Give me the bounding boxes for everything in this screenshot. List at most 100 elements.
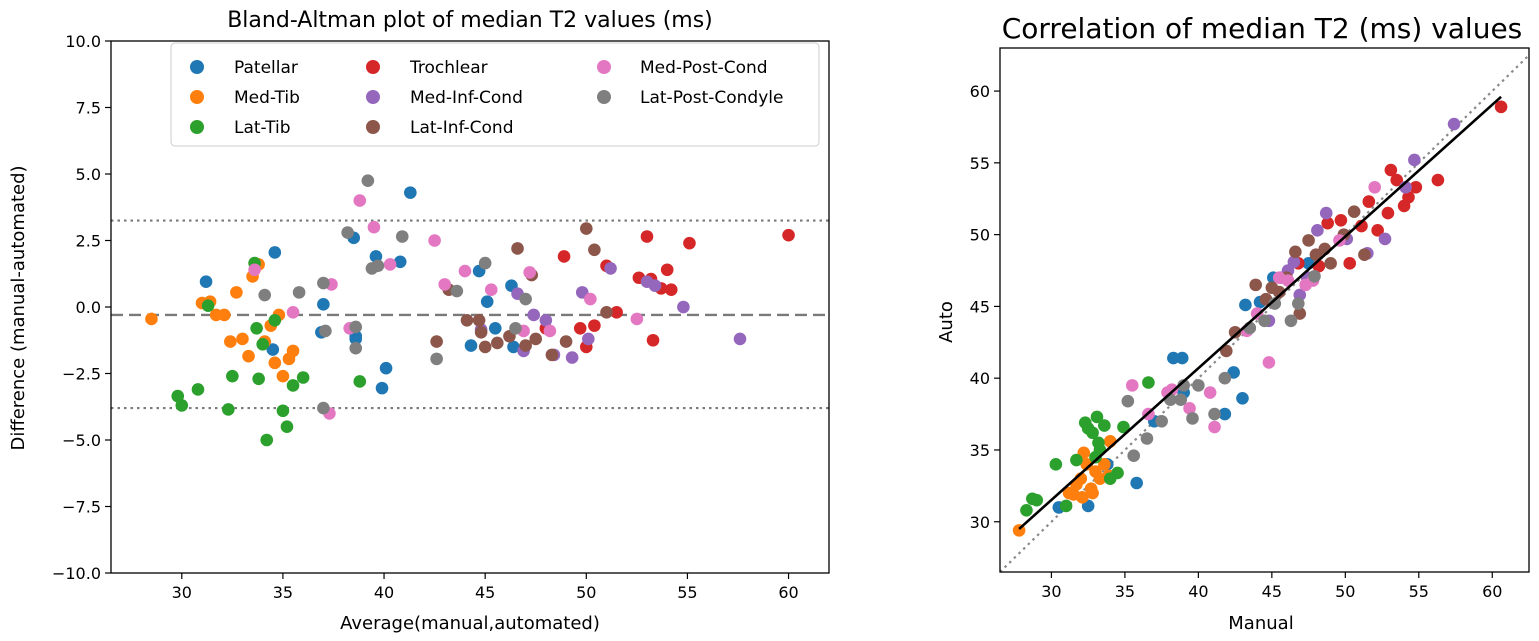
point-lat-post-condyle (371, 259, 385, 273)
point-lat-tib (1089, 450, 1102, 464)
point-patellar (1218, 407, 1232, 421)
point-lat-post-condyle (1192, 379, 1205, 392)
y-tick-label: 5.0 (76, 165, 101, 184)
point-lat-post-condyle (1208, 407, 1221, 421)
point-trochlear (660, 263, 674, 277)
point-med-post-cond (523, 266, 536, 279)
bland-altman-axes-frame (110, 40, 830, 574)
point-patellar (317, 298, 330, 311)
point-lat-tib (191, 383, 205, 396)
point-med-inf-cond (1408, 153, 1421, 167)
point-lat-post-condyle (317, 401, 330, 415)
x-tick-label: 50 (576, 583, 596, 602)
point-trochlear (1334, 213, 1348, 227)
point-med-post-cond (438, 278, 452, 291)
point-lat-tib (1086, 426, 1099, 440)
point-trochlear (664, 283, 678, 297)
bland-altman-x-ticks: 30 35 40 45 50 55 60 (172, 573, 799, 602)
point-med-post-cond (286, 306, 300, 319)
point-lat-inf-cond (1358, 248, 1371, 262)
point-lat-inf-cond (1324, 257, 1337, 270)
point-med-tib (1098, 458, 1111, 471)
point-trochlear (1355, 219, 1368, 233)
point-lat-post-condyle (1186, 412, 1199, 425)
point-patellar (480, 295, 494, 308)
point-lat-inf-cond (474, 325, 488, 339)
point-patellar (464, 339, 478, 352)
legend-marker-med-post-cond (597, 60, 611, 74)
x-tick-label: 55 (1409, 582, 1429, 601)
x-tick-label: 30 (172, 583, 192, 602)
point-patellar (393, 255, 407, 269)
point-med-post-cond (353, 194, 367, 207)
point-med-inf-cond (527, 308, 541, 322)
point-med-post-cond (584, 292, 597, 306)
point-lat-inf-cond (588, 243, 601, 257)
point-lat-post-condyle (1258, 314, 1271, 328)
legend-entry-lat-tib: Lat-Tib (190, 118, 291, 138)
correlation-y-ticks: 60 55 50 45 40 35 30 (970, 82, 1000, 532)
legend-entry-trochlear: Trochlear (366, 58, 488, 78)
x-tick-label: 60 (778, 583, 798, 602)
point-lat-post-condyle (361, 174, 375, 187)
legend-label-med-post-cond: Med-Post-Cond (640, 58, 768, 78)
point-med-post-cond (484, 283, 498, 297)
point-trochlear (588, 319, 601, 332)
point-patellar (404, 186, 417, 199)
legend-box (170, 42, 820, 147)
x-tick-label: 35 (1115, 582, 1135, 601)
point-patellar (1236, 391, 1249, 405)
point-med-tib (268, 356, 282, 370)
legend-label-lat-post-condyle: Lat-Post-Condyle (640, 88, 783, 108)
point-trochlear (646, 333, 660, 347)
point-lat-post-condyle (430, 352, 443, 366)
point-lat-tib (226, 369, 239, 383)
point-lat-inf-cond (511, 242, 524, 255)
point-lat-tib (353, 375, 367, 388)
point-med-inf-cond (1447, 117, 1461, 131)
point-lat-tib (222, 403, 235, 416)
x-tick-label: 45 (1262, 582, 1282, 601)
point-med-inf-cond (582, 332, 595, 346)
y-tick-label: 30 (970, 513, 990, 532)
point-lat-inf-cond (1302, 234, 1315, 247)
point-med-tib (1086, 486, 1099, 500)
point-lat-inf-cond (519, 339, 532, 352)
point-patellar (488, 321, 502, 335)
bland-altman-chart: Bland-Altman plot of median T2 values (m… (8, 8, 830, 634)
point-lat-post-condyle (1308, 269, 1321, 283)
point-med-inf-cond (539, 314, 553, 327)
y-tick-label: −2.5 (62, 365, 101, 384)
legend-marker-lat-post-condyle (597, 90, 611, 104)
point-lat-post-condyle (349, 341, 363, 355)
point-patellar (266, 343, 280, 356)
x-tick-label: 40 (374, 583, 394, 602)
legend-marker-lat-inf-cond (366, 120, 380, 134)
point-trochlear (1402, 191, 1415, 204)
point-lat-inf-cond (1228, 325, 1242, 339)
point-med-tib (276, 369, 290, 383)
point-lat-post-condyle (1218, 371, 1232, 385)
point-med-inf-cond (677, 300, 690, 314)
point-lat-tib (260, 433, 274, 447)
point-lat-inf-cond (478, 340, 492, 354)
legend: Patellar Med-Tib Lat-Tib Trochlear Med-I… (170, 42, 820, 147)
point-trochlear (1494, 100, 1508, 114)
point-lat-post-condyle (341, 226, 354, 239)
correlation-chart: Correlation of median T2 (ms) values Man… (936, 12, 1530, 634)
legend-label-med-inf-cond: Med-Inf-Cond (410, 88, 523, 108)
point-med-post-cond (1183, 402, 1196, 415)
point-med-tib (1067, 488, 1080, 501)
x-tick-label: 50 (1335, 582, 1355, 601)
point-lat-tib (268, 314, 282, 327)
point-lat-inf-cond (600, 306, 613, 319)
point-med-post-cond (630, 312, 644, 326)
point-trochlear (1384, 163, 1398, 177)
point-trochlear (557, 250, 571, 263)
point-lat-tib (1090, 410, 1104, 424)
correlation-points (1012, 95, 1508, 537)
correlation-ylabel: Auto (936, 301, 957, 343)
regression-fit-line (1018, 95, 1502, 530)
point-trochlear (1381, 206, 1395, 220)
